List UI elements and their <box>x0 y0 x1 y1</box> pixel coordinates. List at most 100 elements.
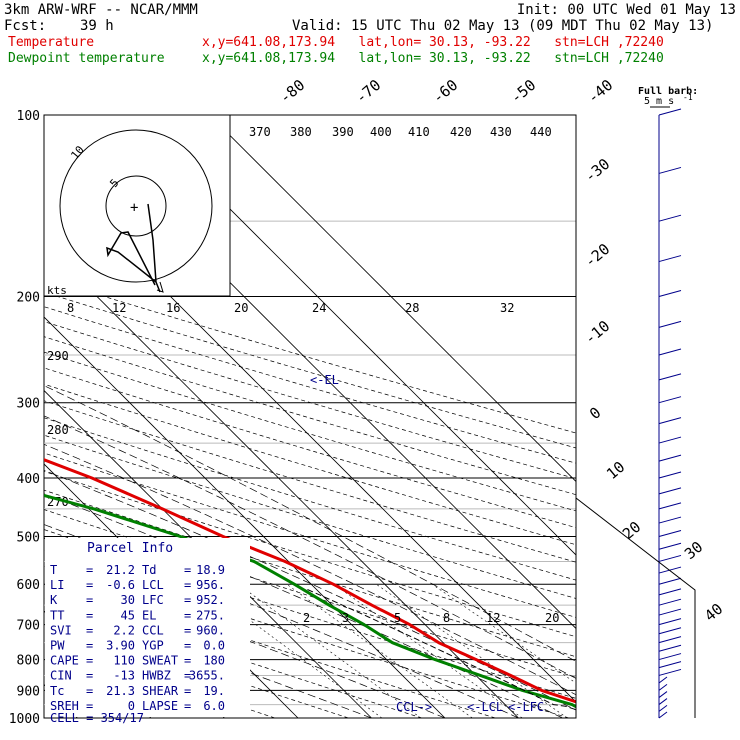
wind-barb <box>658 653 682 661</box>
hodograph-trace <box>106 203 161 293</box>
wind-barb <box>658 668 682 676</box>
wind-barb <box>658 214 682 222</box>
hodograph-axis-label: 8 <box>67 301 74 315</box>
theta-e-label: 390 <box>332 125 354 139</box>
parcel-value: 180 <box>203 654 225 668</box>
parcel-key: SVI <box>50 623 72 637</box>
parcel-key: SHEAR <box>142 684 179 698</box>
wind-barb <box>658 471 682 479</box>
lfc-marker: <-LFC <box>508 700 544 714</box>
parcel-value: 0.0 <box>203 639 225 653</box>
parcel-key: T <box>50 563 57 577</box>
wind-barb <box>658 661 682 669</box>
isotherm-label: -70 <box>352 76 384 107</box>
parcel-key: CCL <box>142 623 164 637</box>
parcel-value: 6.0 <box>203 699 225 713</box>
wind-barb <box>658 108 682 116</box>
wind-barb <box>658 436 682 444</box>
parcel-eq: = <box>184 608 191 622</box>
pressure-tick-label: 900 <box>17 684 40 699</box>
hodograph-axis-label: 24 <box>312 301 326 315</box>
wind-barb <box>658 588 682 596</box>
temperature-line <box>44 458 576 704</box>
theta-e-label: 420 <box>450 125 472 139</box>
parcel-key: LCL <box>142 578 164 592</box>
isotherm <box>44 389 372 718</box>
forecast-hour: 39 h <box>80 18 114 34</box>
pressure-tick-label: 800 <box>17 654 40 669</box>
isotherm-label: 30 <box>681 538 706 563</box>
dry-adiabat <box>44 351 576 512</box>
theta-label: 280 <box>47 423 69 437</box>
mixing-ratio-label: 12 <box>486 611 500 625</box>
wind-barb <box>658 290 682 298</box>
parcel-eq: = <box>184 684 191 698</box>
parcel-key: Tc <box>50 684 64 698</box>
parcel-key: LI <box>50 578 64 592</box>
parcel-key: SWEAT <box>142 654 178 668</box>
theta-e-label: 370 <box>249 125 271 139</box>
parcel-value: 45 <box>121 608 135 622</box>
wind-barb <box>658 676 668 684</box>
mixing-ratio-line <box>376 583 568 718</box>
parcel-eq: = <box>86 578 93 592</box>
wind-barb <box>658 516 682 524</box>
isotherm-label: -30 <box>581 155 613 186</box>
dewpoint-location: x,y=641.08,173.94 lat,lon= 30.13, -93.22… <box>202 51 664 66</box>
hodograph-arrow <box>156 281 164 293</box>
parcel-eq: = <box>86 563 93 577</box>
isotherm-label: 10 <box>603 458 628 483</box>
wind-barb <box>658 577 682 585</box>
parcel-info-box <box>45 538 250 717</box>
ccl-marker: CCL-> <box>396 700 432 714</box>
parcel-eq: = <box>86 699 93 713</box>
isotherm-label: -50 <box>507 76 539 107</box>
wind-barb <box>658 529 682 537</box>
temperature-legend: Temperature <box>8 35 95 50</box>
parcel-path <box>305 588 576 711</box>
moist-adiabat <box>44 493 563 718</box>
wind-barb <box>658 608 682 616</box>
isotherm-label: 0 <box>586 403 604 423</box>
wind-barb <box>658 711 668 719</box>
parcel-eq: = <box>184 623 191 637</box>
isotherm-label: 40 <box>701 600 726 625</box>
wind-barb <box>658 644 682 652</box>
wind-barb <box>658 691 668 698</box>
wind-barb <box>658 255 682 263</box>
parcel-key: EL <box>142 608 156 622</box>
parcel-key: Td <box>142 563 156 577</box>
wind-barb <box>658 487 682 495</box>
dry-adiabat <box>44 452 576 618</box>
dewpoint-line <box>44 493 576 709</box>
parcel-eq: = <box>86 654 93 668</box>
isotherm <box>0 115 4 718</box>
parcel-value: 19. <box>203 684 225 698</box>
parcel-value: -0.6 <box>106 578 135 592</box>
dry-adiabat <box>44 306 576 464</box>
pressure-tick-label: 100 <box>17 109 40 124</box>
barb-legend-title: Full barb: <box>638 86 698 97</box>
mixing-ratio-line <box>286 583 473 718</box>
mixing-ratio-label: 5 <box>394 611 401 625</box>
pressure-tick-label: 400 <box>17 472 40 487</box>
isotherm-label: -60 <box>429 76 461 107</box>
hodograph-units: kts <box>47 284 67 297</box>
mixing-ratio-label: 8 <box>443 611 450 625</box>
parcel-key: PW <box>50 639 65 653</box>
theta-e-label: 410 <box>408 125 430 139</box>
parcel-key: LFC <box>142 593 164 607</box>
wind-barb <box>658 542 682 550</box>
barb-area-frame <box>575 115 696 718</box>
parcel-eq: = <box>86 669 93 683</box>
theta-e-label: 380 <box>290 125 312 139</box>
wind-barb <box>658 320 682 328</box>
theta-label: 290 <box>47 349 69 363</box>
parcel-eq: = <box>86 608 93 622</box>
parcel-eq: = <box>184 578 191 592</box>
model-title: 3km ARW-WRF -- NCAR/MMM <box>4 2 198 18</box>
parcel-eq: = <box>184 593 191 607</box>
isotherm <box>44 242 519 718</box>
wind-barb <box>658 502 682 510</box>
wind-barb <box>658 698 668 705</box>
